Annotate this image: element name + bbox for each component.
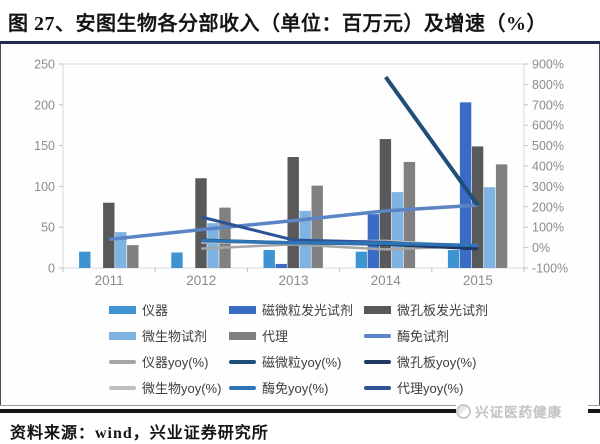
legend-label: 仪器 <box>142 303 169 318</box>
axis-tick-label: 800% <box>532 78 564 92</box>
axis-tick-label: 0% <box>532 241 550 255</box>
watermark-logo-icon <box>456 403 471 419</box>
axis-tick-label: 200 <box>34 98 55 112</box>
legend-item-11: 代理yoy(%) <box>364 378 463 397</box>
bar-series-4-year-3 <box>403 161 416 268</box>
line-series-6 <box>384 75 480 207</box>
legend-label: 仪器yoy(%) <box>142 355 209 370</box>
bar-series-4-year-4 <box>495 164 508 268</box>
legend-item-2: 微孔板发光试剂 <box>364 300 488 319</box>
axis-tick-label: 400% <box>532 160 564 174</box>
legend-swatch <box>364 359 391 364</box>
axis-tick-label: 250 <box>34 58 55 72</box>
bar-series-3-year-0 <box>115 232 127 268</box>
legend-item-9: 微生物yoy(%) <box>109 378 221 397</box>
legend-item-7: 磁微粒yoy(%) <box>229 352 341 371</box>
chart-bottom-rule <box>0 405 600 406</box>
legend-item-4: 代理 <box>229 326 288 345</box>
legend-row: 仪器yoy(%) 磁微粒yoy(%) 微孔板yoy(%) <box>1 348 599 374</box>
legend-label: 代理 <box>262 329 289 344</box>
legend-row: 仪器 磁微粒发光试剂 微孔板发光试剂 <box>1 296 599 322</box>
legend-label: 磁微粒yoy(%) <box>262 355 342 370</box>
legend-item-0: 仪器 <box>109 300 168 319</box>
legend-swatch <box>229 331 256 340</box>
chart-legend: 仪器 磁微粒发光试剂 微孔板发光试剂微生物试剂 代理 酶免试剂仪器yoy(%) 磁微粒yo… <box>1 296 599 402</box>
watermark-badge: 兴证医药健康 <box>456 400 588 422</box>
axis-tick-label: 200% <box>532 200 564 214</box>
legend-item-3: 微生物试剂 <box>109 326 207 345</box>
axis-tick-label: 100 <box>34 180 55 194</box>
axis-tick-label: 900% <box>532 58 564 72</box>
axis-tick-label: 2012 <box>186 273 216 288</box>
combo-chart-svg: 0 50 100 150 200 250 -100% 0% 100% 200% 300% 400% 50… <box>34 58 568 289</box>
bar-series-4-year-2 <box>311 185 323 268</box>
legend-item-1: 磁微粒发光试剂 <box>229 300 353 319</box>
chart-plot: 0 50 100 150 200 250 -100% 0% 100% 200% 300% 400% 50… <box>1 46 599 298</box>
footer-thick-rule <box>0 409 600 413</box>
line-series-5 <box>201 238 478 248</box>
legend-label: 代理yoy(%) <box>397 381 464 396</box>
watermark-text: 兴证医药健康 <box>475 405 562 420</box>
bar-series-1-year-2 <box>275 263 287 268</box>
bar-series-4-year-0 <box>127 245 139 268</box>
legend-label: 磁微粒发光试剂 <box>262 303 354 318</box>
axis-tick-label: 150 <box>34 139 55 153</box>
figure-title: 图 27、安图生物各分部收入（单位：百万元）及增速（%） <box>8 13 547 35</box>
bar-series-3-year-1 <box>207 223 219 268</box>
bar-series-0-year-1 <box>171 252 183 268</box>
axis-tick-label: 700% <box>532 98 564 112</box>
axis-tick-label: 2011 <box>95 273 124 288</box>
legend-item-6: 仪器yoy(%) <box>109 352 208 371</box>
axis-tick-label: 0 <box>48 262 55 276</box>
axis-tick-label: 50 <box>41 221 55 235</box>
chart-cell: 0 50 100 150 200 250 -100% 0% 100% 200% 300% 400% 50… <box>0 44 600 405</box>
legend-swatch <box>364 305 391 314</box>
legend-label: 酶免试剂 <box>397 329 450 344</box>
legend-label: 微孔板发光试剂 <box>397 303 489 318</box>
legend-label: 微孔板yoy(%) <box>397 355 477 370</box>
bar-series-0-year-4 <box>447 250 460 268</box>
legend-swatch <box>109 385 136 390</box>
bar-series-2-year-2 <box>287 157 299 268</box>
bar-series-2-year-1 <box>195 178 207 268</box>
legend-label: 酶免yoy(%) <box>262 381 329 396</box>
axis-tick-label: 2013 <box>278 273 308 288</box>
title-divider-rule <box>0 41 600 44</box>
legend-swatch <box>109 331 136 340</box>
bar-series-0-year-2 <box>263 250 275 268</box>
legend-row: 微生物试剂 代理 酶免试剂 <box>1 322 599 348</box>
legend-item-8: 微孔板yoy(%) <box>364 352 476 371</box>
legend-swatch <box>364 385 391 390</box>
legend-item-10: 酶免yoy(%) <box>229 378 328 397</box>
axis-tick-label: 2014 <box>371 273 402 288</box>
legend-swatch <box>109 359 136 364</box>
legend-swatch <box>229 385 256 390</box>
axis-tick-label: 500% <box>532 139 564 153</box>
legend-swatch <box>229 359 256 364</box>
bar-series-3-year-4 <box>483 187 496 268</box>
legend-row: 微生物yoy(%) 酶免yoy(%) 代理yoy(%) <box>1 374 599 400</box>
axis-tick-label: 300% <box>532 180 564 194</box>
axis-tick-label: 2015 <box>463 273 493 288</box>
bar-series-0-year-3 <box>355 251 368 268</box>
legend-label: 微生物yoy(%) <box>142 381 222 396</box>
axis-tick-label: 100% <box>532 221 564 235</box>
bar-series-0-year-0 <box>79 251 91 268</box>
source-note: 资料来源：wind，兴业证券研究所 <box>10 425 269 442</box>
legend-swatch <box>229 305 256 314</box>
legend-label: 微生物试剂 <box>142 329 208 344</box>
bar-series-2-year-3 <box>379 139 392 268</box>
legend-item-5: 酶免试剂 <box>364 326 449 345</box>
axis-tick-label: -100% <box>532 262 568 276</box>
bar-series-2-year-4 <box>471 146 484 268</box>
legend-swatch <box>109 305 136 314</box>
line-series-0 <box>108 203 479 242</box>
bar-series-2-year-0 <box>103 202 115 268</box>
axis-tick-label: 600% <box>532 119 564 133</box>
bar-series-4-year-1 <box>219 207 231 268</box>
bar-series-3-year-3 <box>391 192 404 268</box>
legend-swatch <box>364 333 391 338</box>
